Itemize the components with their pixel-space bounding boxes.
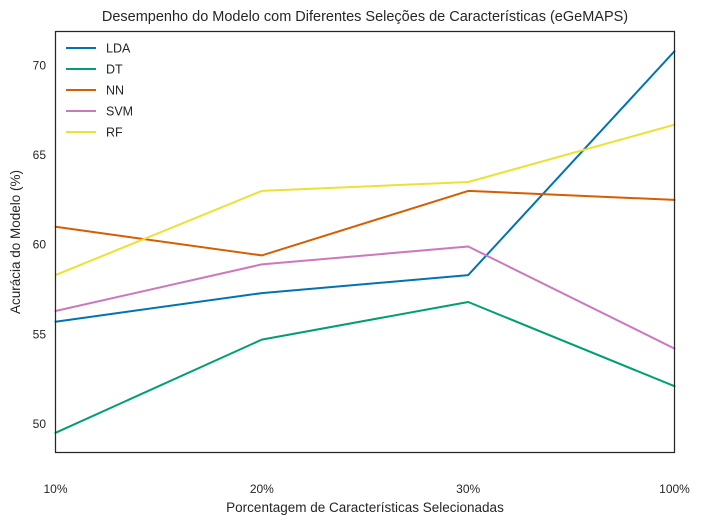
series-line-nn	[54, 189, 676, 257]
legend-label-nn: NN	[106, 84, 124, 98]
legend-label-dt: DT	[106, 63, 123, 77]
y-axis-label: Acurácia do Modelo (%)	[8, 170, 23, 314]
x-tick-label: 100%	[659, 482, 690, 496]
plot-frame	[54, 30, 676, 454]
legend-label-lda: LDA	[106, 42, 131, 56]
y-tick-label: 70	[33, 59, 47, 73]
y-tick-label: 55	[33, 327, 47, 341]
series-line-svm	[54, 245, 676, 350]
x-axis-label: Porcentagem de Características Seleciona…	[226, 500, 504, 515]
y-tick-label: 50	[33, 417, 47, 431]
x-tick-label: 20%	[250, 482, 274, 496]
y-axis-ticks: 50 55 60 65 70	[33, 59, 47, 431]
plot-area	[54, 50, 676, 434]
legend-label-rf: RF	[106, 126, 123, 140]
x-tick-label: 10%	[43, 482, 67, 496]
legend: LDA DT NN SVM RF	[66, 42, 133, 140]
series-line-rf	[54, 123, 676, 277]
x-axis-ticks: 10% 20% 30% 100%	[43, 482, 690, 496]
x-tick-label: 30%	[456, 482, 480, 496]
series-line-lda	[54, 50, 676, 323]
y-tick-label: 60	[33, 238, 47, 252]
series-line-dt	[54, 301, 676, 434]
chart-title: Desempenho do Modelo com Diferentes Sele…	[102, 9, 628, 25]
y-tick-label: 65	[33, 148, 47, 162]
legend-label-svm: SVM	[106, 105, 133, 119]
